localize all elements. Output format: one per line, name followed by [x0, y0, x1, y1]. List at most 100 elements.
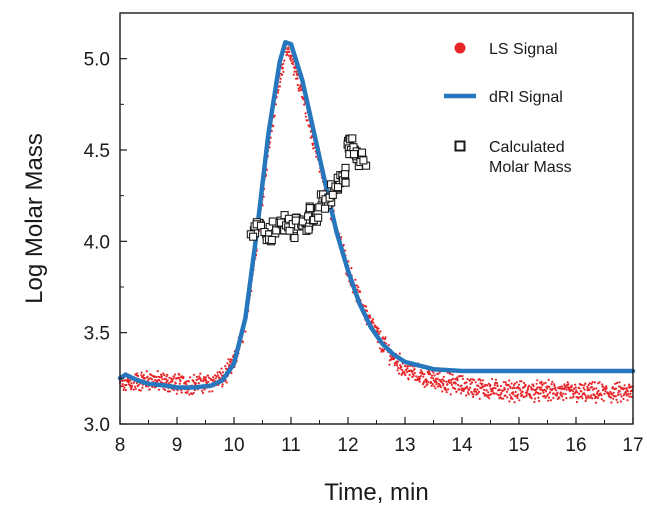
ls-signal-point: [529, 395, 532, 398]
ls-signal-point: [134, 387, 137, 390]
ls-signal-point: [171, 378, 174, 381]
ls-signal-point: [125, 383, 128, 387]
ls-signal-point: [418, 380, 421, 383]
x-tick-label: 16: [565, 435, 586, 456]
molar-mass-point: [328, 190, 337, 199]
ls-signal-point: [155, 375, 158, 379]
ls-signal-point: [163, 374, 166, 377]
ls-signal-point: [140, 371, 143, 374]
ls-signal-point: [403, 370, 406, 374]
ls-signal-point: [296, 77, 299, 80]
ls-signal-point: [580, 395, 583, 398]
ls-signal-point: [149, 377, 152, 380]
plot-content: [117, 39, 636, 404]
ls-signal-point: [156, 370, 159, 373]
ls-signal-point: [625, 394, 628, 397]
ls-signal-point: [512, 393, 515, 396]
ls-signal-point: [133, 385, 137, 388]
ls-signal-point: [278, 85, 281, 88]
ls-signal-point: [498, 388, 501, 392]
legend-marker-dot: [454, 42, 466, 54]
ls-signal-point: [441, 390, 444, 393]
ls-signal-point: [166, 379, 169, 382]
ls-signal-point: [434, 387, 437, 390]
ls-signal-point: [423, 373, 426, 376]
ls-signal-point: [518, 387, 521, 390]
ls-signal-point: [218, 370, 221, 374]
ls-signal-point: [429, 380, 433, 384]
ls-signal-point: [202, 380, 205, 383]
ls-signal-point: [203, 388, 206, 391]
ls-signal-point: [422, 375, 425, 378]
ls-signal-point: [146, 375, 149, 378]
ls-signal-point: [397, 366, 400, 370]
ls-signal-point: [452, 377, 455, 380]
ls-signal-point: [615, 398, 618, 401]
ls-signal-point: [123, 386, 126, 389]
molar-mass-point: [340, 170, 350, 179]
ls-signal-point: [206, 374, 210, 377]
ls-signal-point: [444, 388, 448, 391]
ls-signal-point: [565, 397, 568, 400]
ls-signal-point: [605, 385, 608, 388]
ls-signal-point: [619, 393, 622, 396]
y-tick-label: 4.5: [84, 141, 110, 162]
ls-signal-point: [455, 376, 459, 379]
ls-signal-point: [552, 396, 555, 399]
ls-signal-point: [165, 375, 168, 378]
ls-signal-point: [410, 370, 413, 374]
ls-signal-point: [515, 381, 518, 384]
ls-signal-point: [504, 394, 507, 397]
ls-signal-point: [560, 385, 564, 388]
ls-signal-point: [575, 389, 578, 392]
ls-signal-point: [468, 388, 471, 391]
ls-signal-point: [282, 62, 285, 65]
ls-signal-point: [527, 386, 530, 390]
ls-signal-point: [616, 381, 619, 384]
ls-signal-point: [357, 286, 360, 289]
ls-signal-point: [174, 382, 177, 385]
ls-signal-point: [412, 374, 415, 377]
ls-signal-point: [619, 400, 623, 403]
ls-signal-point: [523, 381, 526, 385]
ls-signal-point: [492, 386, 495, 390]
legend-label: dRI Signal: [489, 89, 563, 106]
ls-signal-point: [241, 341, 244, 344]
ls-signal-point: [344, 249, 347, 252]
ls-signal-point: [369, 314, 372, 317]
ls-signal-point: [465, 381, 468, 384]
ls-signal-point: [372, 321, 375, 324]
ls-signal-point: [590, 382, 593, 385]
ls-signal-point: [552, 392, 555, 395]
ls-signal-point: [431, 382, 434, 386]
ls-signal-point: [186, 390, 189, 393]
ls-signal-point: [502, 397, 505, 400]
ls-signal-point: [132, 388, 135, 391]
ls-signal-point: [564, 393, 567, 396]
legend: LS Signal dRI Signal Calculated Molar Mass: [444, 41, 572, 176]
ls-signal-point: [616, 393, 620, 397]
ls-signal-point: [121, 383, 124, 386]
ls-signal-point: [528, 393, 532, 396]
ls-signal-point: [283, 59, 286, 62]
ls-signal-point: [551, 387, 554, 390]
ls-signal-point: [617, 391, 620, 394]
ls-signal-point: [371, 320, 374, 323]
ls-signal-point: [150, 378, 153, 381]
ls-signal-point: [494, 378, 497, 381]
y-axis-title: Log Molar Mass: [21, 133, 48, 304]
ls-signal-point: [550, 383, 553, 386]
ls-signal-point: [457, 383, 460, 387]
ls-signal-point: [530, 386, 533, 389]
ls-signal-point: [605, 387, 608, 390]
ls-signal-point: [198, 375, 201, 378]
ls-signal-point: [381, 348, 384, 351]
ls-signal-point: [304, 115, 307, 118]
ls-signal-point: [559, 391, 562, 394]
ls-signal-point: [230, 361, 233, 364]
ls-signal-point: [413, 372, 416, 375]
ls-signal-point: [563, 388, 566, 391]
ls-signal-point: [477, 390, 481, 393]
ls-signal-point: [516, 396, 519, 400]
ls-signal-point: [569, 396, 572, 399]
